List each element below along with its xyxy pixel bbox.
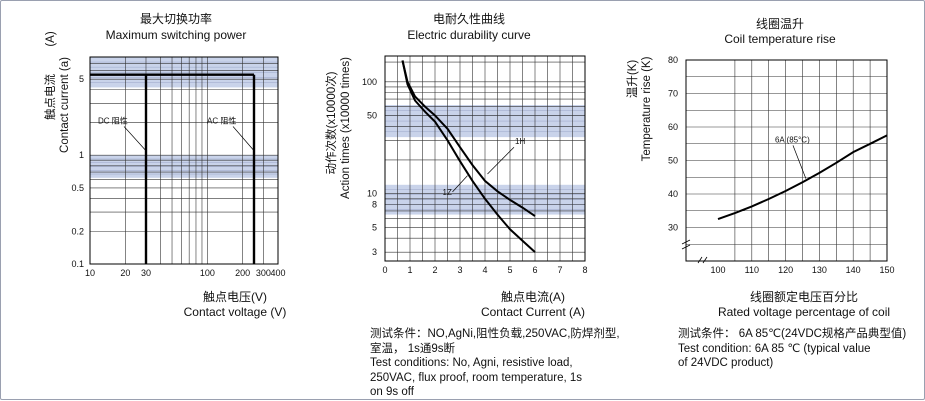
temperature-test-conditions: 测试条件： 6A 85℃(24VDC规格产品典型值) Test conditio…: [678, 327, 906, 371]
x-tick-label: 30: [141, 268, 151, 278]
annotation-leader: [452, 175, 468, 193]
durability-curve: [401, 60, 536, 253]
y-tick-label: 0.2: [71, 226, 84, 236]
y-tick-label: 70: [668, 89, 678, 99]
durability-condition-line: on 9s off: [370, 386, 414, 398]
durability-condition-line: 室温， 1s通9s断: [370, 342, 455, 355]
annotation-label: AC 阻性: [207, 115, 236, 125]
durability-curve: [401, 60, 536, 217]
chart2-xlabel-cn: 触点电流(A): [501, 290, 565, 304]
x-tick-label: 2: [432, 265, 437, 275]
chart2-ylabel: Action times (x10000 times): [340, 57, 352, 199]
y-tick-label: 100: [362, 77, 377, 87]
y-tick-label: 10: [367, 189, 377, 199]
y-tick-label: 50: [668, 156, 678, 166]
y-tick-label: 5: [79, 74, 84, 84]
chart3-xlabel: Rated voltage percentage of coil: [718, 305, 890, 319]
temperature-curve: [717, 134, 888, 221]
x-tick-label: 1: [407, 265, 412, 275]
x-tick-label: 400: [270, 268, 285, 278]
chart1-subtitle: Maximum switching power: [106, 28, 247, 42]
chart2-title: 电耐久性曲线: [433, 12, 505, 26]
x-tick-label: 130: [812, 265, 827, 275]
annotation-label: 1H: [515, 137, 525, 146]
plot-frame: [384, 55, 586, 262]
y-tick-label: 80: [668, 55, 678, 65]
annotation-label: DC 阻性: [98, 115, 128, 125]
axis-break-y: [681, 239, 691, 250]
durability-test-conditions: 测试条件：NO,AgNi,阻性负载,250VAC,防焊剂型, 室温， 1s通9s…: [370, 327, 620, 400]
chart2-ylabel-cn: 动作次数(x10000次): [324, 71, 338, 174]
chart2-subtitle: Electric durability curve: [407, 28, 531, 42]
chart3-ylabel-cn: 温升(K): [625, 60, 639, 98]
y-tick-label: 8: [372, 199, 377, 209]
annotation-label: 1Z: [443, 188, 452, 197]
y-tick-label: 1: [79, 150, 84, 160]
y-tick-label: 5: [372, 222, 377, 232]
x-tick-label: 120: [778, 265, 793, 275]
x-tick-label: 5: [507, 265, 512, 275]
x-tick-label: 10: [85, 268, 95, 278]
y-tick-label: 0.5: [71, 183, 84, 193]
chart3-xlabel-cn: 线圈额定电压百分比: [750, 289, 858, 304]
chart3-ylabel: Temperature rise (K): [641, 56, 653, 161]
y-tick-label: 50: [367, 110, 377, 120]
chart1-ylabel: Contact current (a): [59, 57, 71, 153]
durability-condition-line: 250VAC, flux proof, room temperature, 1s: [370, 371, 582, 384]
chart2-xlabel: Contact Current (A): [481, 305, 585, 319]
plot-frame: [685, 59, 888, 262]
y-tick-label: 30: [668, 223, 678, 233]
plot-frame: [89, 56, 279, 265]
x-tick-label: 140: [846, 265, 861, 275]
x-tick-label: 150: [879, 265, 894, 275]
chart1-title: 最大切换功率: [140, 11, 212, 26]
x-tick-label: 6: [532, 265, 537, 275]
y-tick-label: 40: [668, 189, 678, 199]
x-tick-label: 3: [457, 265, 462, 275]
chart1-xlabel: Contact voltage (V): [184, 305, 287, 319]
chart3-subtitle: Coil temperature rise: [724, 32, 836, 46]
x-tick-label: 8: [582, 265, 587, 275]
x-tick-label: 0: [382, 265, 387, 275]
x-tick-label: 4: [482, 265, 487, 275]
chart1-ylabel-unit: (A): [45, 31, 57, 47]
temperature-condition-line: Test condition: 6A 85 ℃ (typical value: [678, 342, 871, 355]
y-tick-label: 60: [668, 122, 678, 132]
x-tick-label: 100: [710, 265, 725, 275]
y-tick-label: 0.1: [71, 259, 84, 269]
temperature-condition-line: 测试条件： 6A 85℃(24VDC规格产品典型值): [678, 328, 907, 340]
annotation-leader: [232, 126, 255, 151]
x-tick-label: 100: [200, 268, 215, 278]
annotation-leader: [792, 145, 807, 179]
x-tick-label: 300: [256, 268, 271, 278]
annotation-label: 6A (85°C): [775, 135, 810, 144]
durability-condition-line: 测试条件：NO,AgNi,阻性负载,250VAC,防焊剂型,: [370, 328, 620, 340]
x-tick-label: 7: [557, 265, 562, 275]
axis-break-x: [697, 256, 708, 264]
annotation-leader: [487, 146, 515, 175]
chart1-ylabel-cn: 触点电流: [43, 74, 57, 120]
chart1-xlabel-cn: 触点电压(V): [203, 290, 267, 304]
x-tick-label: 20: [120, 268, 130, 278]
annotation-leader: [123, 126, 147, 151]
temperature-condition-line: of 24VDC product): [678, 357, 774, 369]
y-tick-label: 3: [372, 247, 377, 257]
chart3-title: 线圈温升: [756, 17, 804, 31]
x-tick-label: 200: [235, 268, 250, 278]
durability-condition-line: Test conditions: No, Agni, resistive loa…: [370, 357, 573, 369]
x-tick-label: 110: [745, 265, 759, 275]
